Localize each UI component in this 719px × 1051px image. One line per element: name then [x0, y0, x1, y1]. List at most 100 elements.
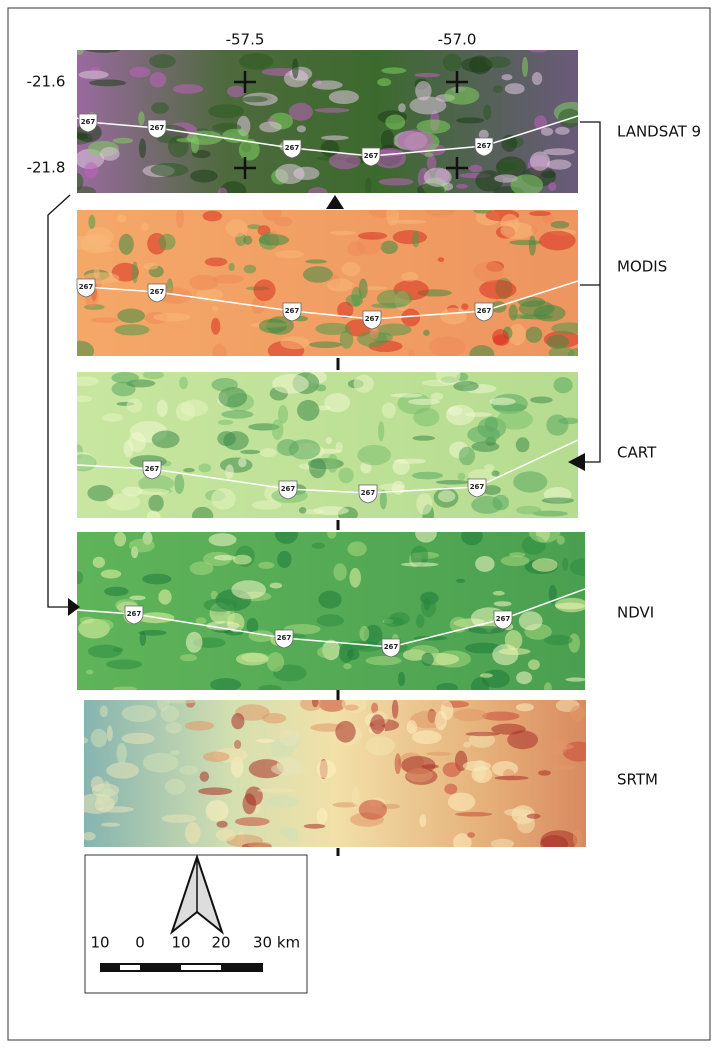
- texture: [299, 507, 307, 514]
- texture: [115, 324, 150, 335]
- texture: [473, 261, 504, 282]
- arrow: [326, 195, 344, 209]
- texture: [378, 421, 384, 441]
- texture: [493, 591, 505, 596]
- route-number: 267: [477, 307, 492, 315]
- route-number: 267: [79, 283, 94, 291]
- texture: [522, 57, 528, 77]
- texture: [461, 527, 483, 546]
- route-number: 267: [496, 615, 511, 623]
- texture: [91, 776, 104, 792]
- texture: [317, 808, 328, 825]
- texture: [413, 408, 439, 427]
- texture: [173, 84, 203, 94]
- texture: [354, 375, 374, 393]
- texture: [157, 400, 168, 417]
- route-number: 267: [285, 307, 300, 315]
- texture: [151, 102, 169, 114]
- texture: [483, 104, 491, 119]
- texture: [398, 129, 434, 151]
- texture: [407, 720, 417, 734]
- texture: [128, 432, 145, 452]
- texture: [531, 226, 538, 234]
- texture: [366, 656, 402, 666]
- panel-label: LANDSAT 9: [617, 123, 701, 141]
- texture: [93, 619, 114, 631]
- texture: [499, 160, 523, 172]
- texture: [492, 471, 500, 477]
- texture: [359, 626, 369, 641]
- texture: [466, 732, 500, 736]
- texture: [174, 474, 184, 494]
- texture: [456, 117, 484, 123]
- texture: [455, 812, 492, 817]
- texture: [513, 471, 547, 492]
- scale-label: 20: [211, 934, 230, 952]
- texture: [347, 242, 365, 256]
- texture: [176, 208, 184, 228]
- texture: [321, 135, 349, 140]
- texture: [358, 232, 387, 240]
- texture: [117, 215, 127, 223]
- texture: [528, 659, 540, 670]
- texture: [289, 103, 313, 121]
- texture: [158, 234, 175, 250]
- texture: [565, 677, 586, 681]
- texture: [327, 279, 354, 292]
- route-number: 267: [145, 465, 160, 473]
- texture: [271, 762, 308, 775]
- texture: [543, 148, 575, 155]
- texture: [214, 555, 235, 561]
- texture: [501, 74, 512, 80]
- texture: [474, 760, 486, 782]
- panel-label: SRTM: [617, 771, 658, 789]
- texture: [395, 753, 401, 774]
- texture: [81, 234, 111, 254]
- texture: [225, 464, 234, 479]
- texture: [286, 827, 298, 842]
- texture: [259, 234, 289, 245]
- texture: [259, 122, 282, 133]
- texture: [117, 309, 145, 323]
- texture: [139, 632, 146, 646]
- texture: [473, 206, 492, 213]
- texture: [509, 240, 541, 245]
- texture: [415, 81, 431, 101]
- texture: [529, 211, 551, 216]
- texture: [547, 159, 571, 169]
- texture: [106, 659, 142, 669]
- texture: [236, 653, 268, 666]
- texture: [381, 241, 398, 254]
- texture: [122, 705, 157, 722]
- texture: [317, 760, 337, 778]
- texture: [516, 671, 532, 684]
- texture: [459, 447, 475, 466]
- texture: [498, 648, 530, 655]
- texture: [216, 829, 236, 841]
- texture: [548, 182, 556, 191]
- image-panel: [63, 47, 590, 201]
- panel-label: MODIS: [617, 258, 667, 276]
- texture: [211, 488, 236, 510]
- texture: [82, 832, 95, 841]
- texture: [210, 678, 241, 691]
- texture: [204, 598, 238, 611]
- texture: [212, 378, 238, 392]
- texture: [304, 824, 325, 829]
- texture: [312, 80, 343, 89]
- texture: [529, 236, 536, 256]
- texture: [436, 365, 461, 384]
- scale-label: 10: [90, 934, 109, 952]
- texture: [429, 336, 466, 357]
- texture: [359, 279, 368, 299]
- texture: [384, 617, 404, 627]
- texture: [233, 555, 252, 565]
- texture: [305, 259, 327, 263]
- panel-label: CART: [617, 444, 657, 462]
- texture: [312, 696, 319, 707]
- texture: [444, 86, 479, 104]
- texture: [206, 800, 229, 822]
- texture: [471, 677, 489, 696]
- texture: [73, 571, 83, 584]
- texture: [326, 437, 332, 444]
